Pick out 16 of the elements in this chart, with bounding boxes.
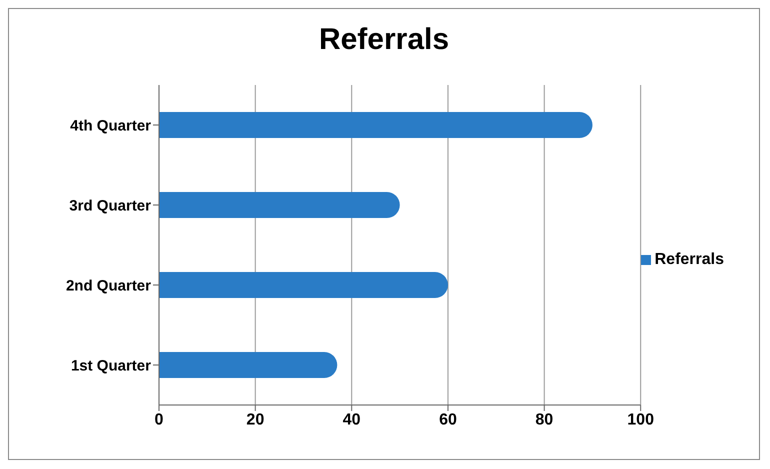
x-tick-label: 40 xyxy=(342,411,361,428)
x-tick-label: 0 xyxy=(154,411,164,428)
legend-label: Referrals xyxy=(654,251,724,268)
bar xyxy=(159,192,400,218)
bar xyxy=(159,352,338,378)
x-tick-label: 60 xyxy=(439,411,457,428)
x-tick-label: 80 xyxy=(535,411,554,428)
bar xyxy=(159,112,592,138)
x-tick-label: 20 xyxy=(246,411,264,428)
y-tick-label: 3rd Quarter xyxy=(69,197,152,214)
chart-title: Referrals xyxy=(318,22,450,58)
y-tick-label: 2nd Quarter xyxy=(66,277,152,294)
y-tick-label: 4th Quarter xyxy=(70,117,152,134)
x-tick-label: 100 xyxy=(627,411,654,428)
bar xyxy=(159,272,448,298)
y-tick-label: 1st Quarter xyxy=(70,357,152,374)
